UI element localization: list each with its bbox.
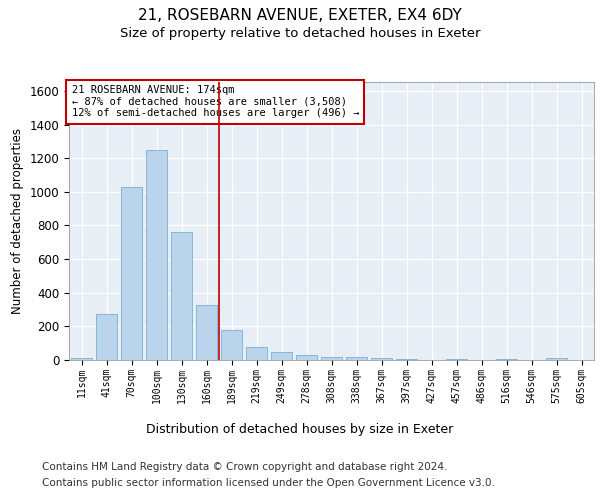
Bar <box>296 355 317 360</box>
Bar <box>271 352 292 360</box>
Bar <box>446 359 467 360</box>
Bar <box>96 314 117 360</box>
Bar <box>221 330 242 360</box>
Bar <box>171 232 192 360</box>
Bar <box>71 358 92 360</box>
Bar <box>146 150 167 360</box>
Bar <box>396 359 417 360</box>
Bar <box>196 304 217 360</box>
Bar <box>496 359 517 360</box>
Bar <box>546 358 567 360</box>
Y-axis label: Number of detached properties: Number of detached properties <box>11 128 24 314</box>
Text: 21 ROSEBARN AVENUE: 174sqm
← 87% of detached houses are smaller (3,508)
12% of s: 21 ROSEBARN AVENUE: 174sqm ← 87% of deta… <box>71 86 359 118</box>
Text: Distribution of detached houses by size in Exeter: Distribution of detached houses by size … <box>146 422 454 436</box>
Text: Contains HM Land Registry data © Crown copyright and database right 2024.: Contains HM Land Registry data © Crown c… <box>42 462 448 472</box>
Bar <box>121 187 142 360</box>
Bar <box>246 346 267 360</box>
Bar <box>371 358 392 360</box>
Bar <box>346 358 367 360</box>
Text: Contains public sector information licensed under the Open Government Licence v3: Contains public sector information licen… <box>42 478 495 488</box>
Text: 21, ROSEBARN AVENUE, EXETER, EX4 6DY: 21, ROSEBARN AVENUE, EXETER, EX4 6DY <box>138 8 462 22</box>
Bar <box>321 356 342 360</box>
Text: Size of property relative to detached houses in Exeter: Size of property relative to detached ho… <box>120 28 480 40</box>
